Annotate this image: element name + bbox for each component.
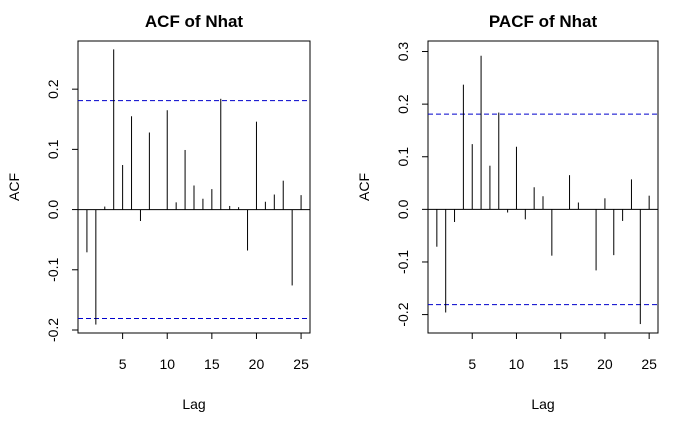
pacf-x-tick-label-10: 10 [509,356,525,372]
pacf-y-tick-label-1: -0.1 [395,250,411,274]
pacf-y-axis-label: ACF [356,173,372,201]
acf-x-tick-label-20: 20 [249,356,265,372]
pacf-x-tick-label-20: 20 [597,356,613,372]
acf-y-tick-label-4: 0.2 [45,79,61,99]
acf-x-tick-label-15: 15 [204,356,220,372]
acf-title: ACF of Nhat [145,12,244,31]
pacf-x-tick-label-15: 15 [553,356,569,372]
acf-x-tick-label-25: 25 [293,356,309,372]
acf-y-tick-label-2: 0.0 [45,200,61,220]
pacf-plot-frame [427,40,659,334]
acf-y-tick-label-0: -0.2 [45,318,61,342]
pacf-y-tick-label-5: 0.3 [395,42,411,62]
acf-y-tick-label-3: 0.1 [45,139,61,159]
pacf-title: PACF of Nhat [489,12,598,31]
acf-x-tick-label-10: 10 [159,356,175,372]
pacf-x-axis-label: Lag [531,396,554,412]
pacf-panel: PACF of Nhat Lag ACF 5 10 15 20 25 -0.2 -0.1 0.… [356,12,659,412]
acf-y-tick-label-1: -0.1 [45,258,61,282]
acf-y-axis-label: ACF [6,173,22,201]
acf-x-tick-label-5: 5 [119,356,127,372]
acf-x-axis-label: Lag [182,396,205,412]
pacf-x-tick-label-25: 25 [641,356,657,372]
pacf-y-tick-label-2: 0.0 [395,199,411,219]
pacf-y-tick-label-4: 0.2 [395,94,411,114]
pacf-y-tick-label-3: 0.1 [395,147,411,167]
pacf-y-tick-label-0: -0.2 [395,302,411,326]
acf-panel: ACF of Nhat Lag ACF 5 10 15 20 25 -0.2 -0.1 0.0… [6,12,311,412]
pacf-x-tick-label-5: 5 [468,356,476,372]
